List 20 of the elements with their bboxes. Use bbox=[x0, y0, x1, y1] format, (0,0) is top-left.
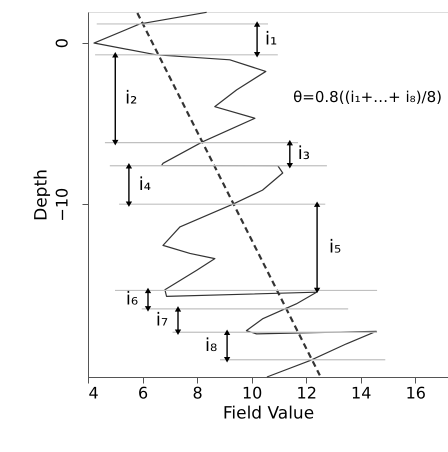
annotation: θ=0.8((i₁+…+ i₈)/8) bbox=[293, 88, 442, 106]
y-tick-label: −10 bbox=[52, 188, 72, 222]
annotation: i₂ bbox=[125, 88, 138, 109]
x-tick-label: 4 bbox=[88, 384, 99, 402]
annotation: i₄ bbox=[138, 174, 152, 195]
annotation: i₆ bbox=[126, 288, 138, 310]
annotation: i₇ bbox=[156, 310, 168, 331]
x-tick-label: 14 bbox=[351, 384, 372, 402]
x-tick-label: 6 bbox=[138, 384, 148, 402]
annotation: i₁ bbox=[264, 28, 278, 50]
annotation: i₅ bbox=[328, 236, 342, 258]
x-tick-label: 12 bbox=[296, 384, 317, 402]
y-tick-label: 0 bbox=[52, 38, 72, 48]
x-tick-label: 16 bbox=[406, 384, 426, 402]
annotation: i₃ bbox=[298, 143, 310, 164]
annotation: i₈ bbox=[204, 334, 218, 356]
x-axis-title: Field Value bbox=[222, 404, 314, 424]
x-tick-label: 8 bbox=[192, 384, 203, 402]
x-tick-label: 10 bbox=[242, 384, 262, 402]
y-axis-title: Depth bbox=[32, 169, 52, 221]
